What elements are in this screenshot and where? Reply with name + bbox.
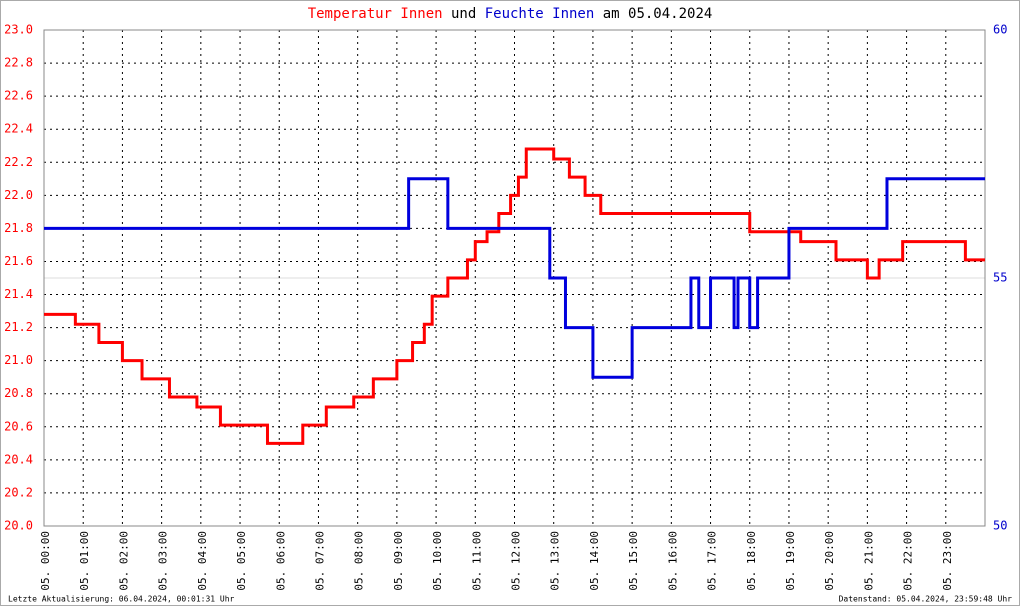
x-tick-label: 05. 03:00 [157,531,170,591]
x-tick-label: 05. 04:00 [196,531,209,591]
x-tick-label: 05. 02:00 [117,531,130,591]
x-tick-label: 05. 09:00 [392,531,405,591]
x-tick-label: 05. 00:00 [39,531,52,591]
y-tick-label: 21.8 [4,221,33,235]
series-line [44,177,985,379]
title-part: und [451,6,476,22]
y-tick-label: 22.2 [4,155,33,169]
y-tick-label: 21.2 [4,320,33,334]
x-tick-label: 05. 19:00 [784,531,797,591]
y2-tick-label: 55 [993,271,1007,285]
y-tick-label: 20.8 [4,386,33,400]
x-tick-label: 05. 21:00 [862,531,875,591]
x-tick-label: 05. 16:00 [666,531,679,591]
x-tick-label: 05. 18:00 [745,531,758,591]
y-tick-label: 23.0 [4,23,33,37]
x-tick-label: 05. 05:00 [235,531,248,591]
chart-title: Temperatur Innen und Feuchte Innen am 05… [308,6,713,22]
x-tick-label: 05. 10:00 [431,531,444,591]
y2-tick-label: 60 [993,23,1007,37]
series-line [44,147,985,445]
y-tick-label: 21.4 [4,287,33,301]
x-tick-label: 05. 20:00 [823,531,836,591]
x-tick-label: 05. 12:00 [510,531,523,591]
y-tick-label: 22.0 [4,188,33,202]
y-tick-label: 21.0 [4,353,33,367]
y-tick-label: 20.4 [4,452,33,466]
x-tick-label: 05. 22:00 [902,531,915,591]
x-tick-label: 05. 07:00 [313,531,326,591]
y2-tick-label: 50 [993,519,1007,533]
x-tick-label: 05. 08:00 [353,531,366,591]
y-tick-label: 21.6 [4,254,33,268]
y-tick-label: 22.6 [4,89,33,103]
x-tick-label: 05. 14:00 [588,531,601,591]
y-tick-label: 20.6 [4,419,33,433]
y-tick-label: 20.0 [4,519,33,533]
title-part: Temperatur Innen [308,6,443,22]
footer-left: Letzte Aktualisierung: 06.04.2024, 00:01… [8,595,235,604]
x-tick-label: 05. 15:00 [627,531,640,591]
x-tick-label: 05. 17:00 [706,531,719,591]
x-tick-label: 05. 23:00 [941,531,954,591]
x-tick-label: 05. 06:00 [274,531,287,591]
y-tick-label: 22.4 [4,122,33,136]
x-tick-label: 05. 11:00 [470,531,483,591]
x-tick-label: 05. 13:00 [549,531,562,591]
title-part: Feuchte Innen [485,6,595,22]
plot-border [43,29,986,527]
y-tick-label: 20.2 [4,485,33,499]
title-part: am 05.04.2024 [603,6,713,22]
x-tick-label: 05. 01:00 [78,531,91,591]
footer-right: Datenstand: 05.04.2024, 23:59:48 Uhr [839,595,1013,604]
y-tick-label: 22.8 [4,56,33,70]
